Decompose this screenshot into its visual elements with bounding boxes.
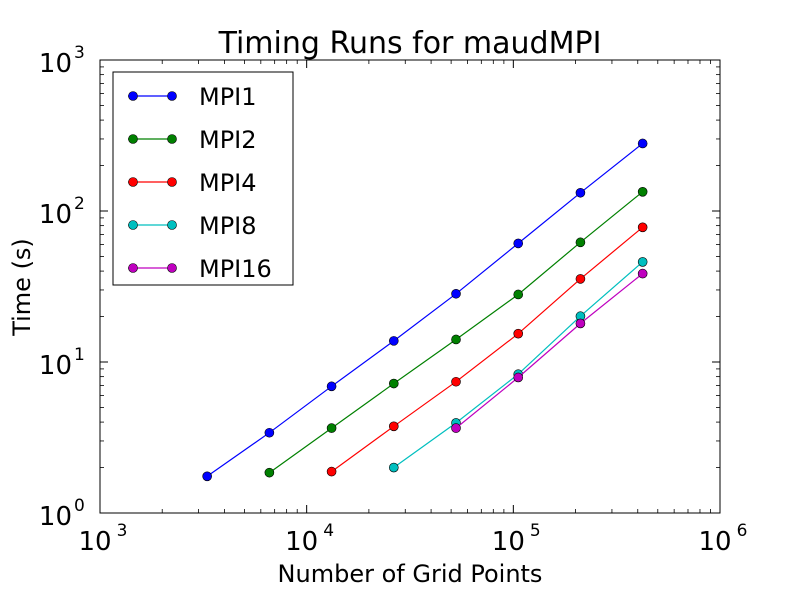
legend-marker-mpi16	[128, 263, 138, 273]
x-tick-label: 10	[698, 527, 731, 557]
legend-marker-mpi1	[128, 91, 138, 101]
series-line-mpi16	[455, 273, 643, 429]
y-tick-label: 10	[39, 502, 72, 532]
plot-frame	[99, 59, 721, 514]
legend-label-mpi16: MPI16	[199, 255, 272, 283]
data-point-mpi1	[575, 187, 586, 198]
data-point-mpi16	[451, 423, 461, 433]
legend-label-mpi2: MPI2	[199, 126, 257, 154]
legend-marker-mpi8	[128, 220, 138, 230]
x-tick-label: 10	[492, 527, 525, 557]
data-point-mpi8	[637, 257, 648, 267]
legend-label-mpi1: MPI1	[199, 83, 257, 111]
legend-label-mpi8: MPI8	[199, 212, 257, 240]
data-point-mpi1	[513, 238, 524, 249]
data-point-mpi1	[326, 381, 337, 392]
series-line-mpi1	[206, 143, 643, 477]
data-point-mpi1	[637, 138, 648, 149]
y-tick-exponent: 1	[74, 345, 85, 365]
data-point-mpi2	[326, 423, 337, 433]
data-point-mpi4	[637, 222, 648, 233]
series-line-mpi4	[331, 226, 643, 473]
legend-label-mpi4: MPI4	[199, 169, 257, 197]
legend-marker-mpi4	[128, 177, 138, 187]
data-point-mpi1	[388, 336, 399, 346]
data-point-mpi4	[451, 376, 461, 387]
legend-marker-mpi4	[167, 177, 177, 187]
chart-title: Timing Runs for maudMPI	[218, 26, 602, 61]
y-tick-exponent: 2	[74, 194, 85, 214]
y-tick-label: 10	[39, 49, 72, 79]
x-tick-exponent: 6	[737, 521, 748, 541]
data-point-mpi1	[264, 427, 275, 438]
data-point-mpi4	[513, 328, 524, 339]
data-point-mpi4	[575, 274, 586, 284]
data-point-mpi2	[575, 237, 586, 248]
plot-area: 10 3 10 4 10 5 10 610 010 110 210 3	[39, 43, 748, 557]
data-point-mpi2	[637, 187, 648, 197]
legend: MPI1 MPI2 MPI4 MPI8 MPI16	[112, 71, 294, 286]
y-tick-exponent: 0	[74, 496, 85, 516]
data-point-mpi2	[388, 378, 399, 389]
data-point-mpi2	[264, 467, 275, 478]
data-point-mpi1	[202, 471, 212, 482]
y-axis-label: Time (s)	[8, 238, 36, 337]
legend-marker-mpi1	[167, 91, 177, 101]
legend-marker-mpi16	[167, 263, 177, 273]
x-tick-exponent: 3	[117, 521, 128, 541]
x-axis-label: Number of Grid Points	[278, 560, 543, 588]
data-point-mpi4	[326, 466, 337, 477]
data-point-mpi4	[388, 421, 399, 432]
legend-marker-mpi2	[167, 134, 177, 144]
y-tick-label: 10	[39, 351, 72, 381]
data-point-mpi1	[451, 288, 461, 299]
data-point-mpi16	[513, 372, 524, 383]
legend-box	[112, 71, 294, 286]
x-tick-label: 10	[78, 527, 111, 557]
data-point-mpi2	[513, 289, 524, 300]
x-tick-exponent: 5	[530, 521, 541, 541]
y-tick-label: 10	[39, 200, 72, 230]
x-tick-label: 10	[285, 527, 318, 557]
data-point-mpi8	[388, 462, 399, 473]
data-point-mpi16	[637, 268, 648, 279]
x-tick-exponent: 4	[323, 521, 334, 541]
data-point-mpi2	[451, 334, 461, 345]
legend-marker-mpi2	[128, 134, 138, 144]
legend-marker-mpi8	[167, 220, 177, 230]
y-tick-exponent: 3	[74, 43, 85, 63]
data-point-mpi16	[575, 318, 586, 329]
